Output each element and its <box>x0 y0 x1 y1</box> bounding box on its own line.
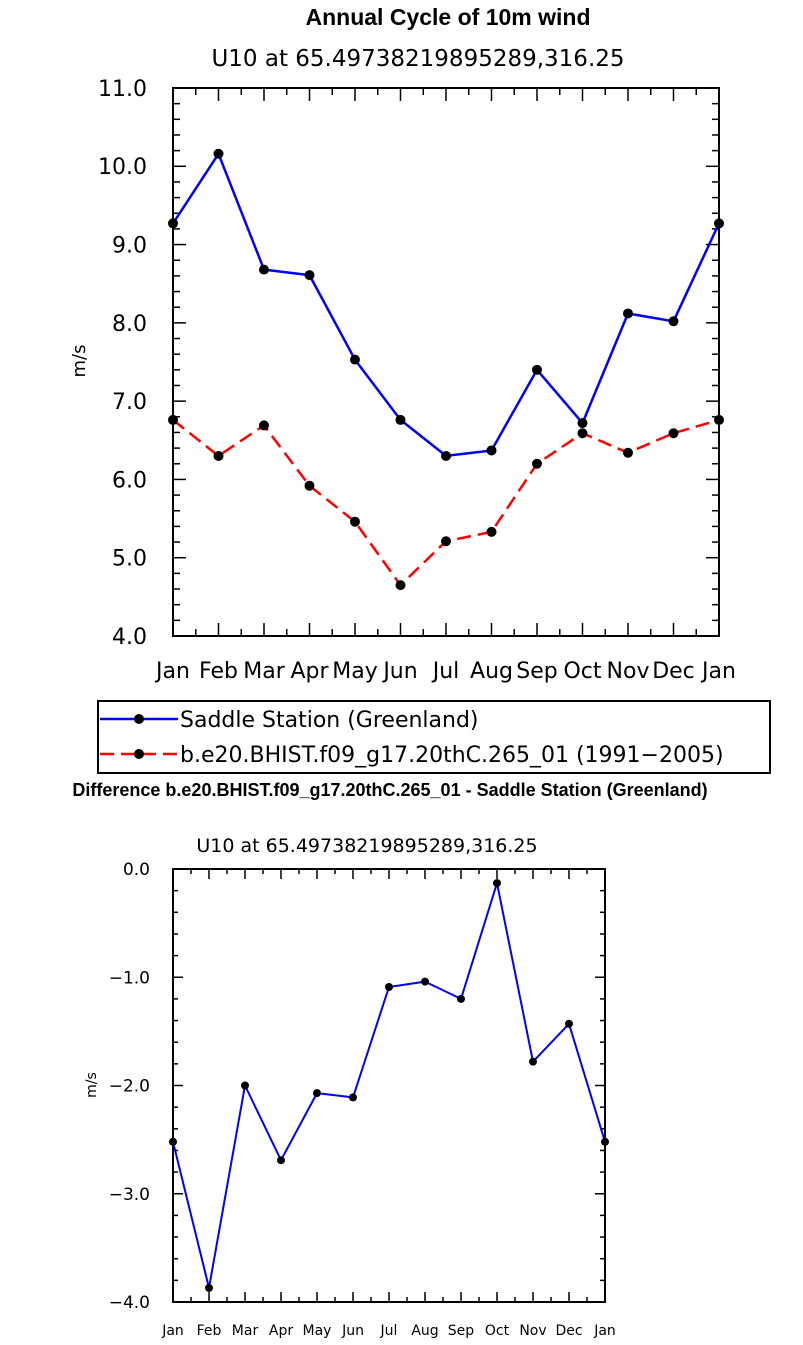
series-0-point <box>441 450 451 461</box>
legend-label-model: b.e20.BHIST.f09_g17.20thC.265_01 (1991−2… <box>180 743 724 768</box>
series-0-point <box>532 364 542 375</box>
x-tick-label: Jun <box>381 659 417 684</box>
y-tick-label: 9.0 <box>112 233 147 258</box>
series-1-point <box>259 420 269 431</box>
series-0-point <box>168 218 178 229</box>
y-tick-label: −2.0 <box>109 1077 150 1097</box>
series-0-point <box>205 1283 213 1292</box>
x-tick-label: Feb <box>199 659 238 684</box>
series-0-point <box>259 264 269 275</box>
series-0-point <box>385 982 393 991</box>
series-0-point <box>304 270 315 281</box>
x-tick-label: Nov <box>607 659 650 684</box>
plot-frame <box>172 87 720 637</box>
series-1-point <box>532 458 542 469</box>
series-1-point <box>168 414 178 425</box>
x-tick-label: Mar <box>243 659 285 684</box>
y-tick-label: 7.0 <box>112 390 147 415</box>
series-0-point <box>313 1089 321 1098</box>
series-0-point <box>577 418 588 429</box>
series-0-point <box>421 977 429 986</box>
series-0-point <box>169 1137 177 1146</box>
x-tick-label: Jan <box>154 659 190 684</box>
y-tick-label: −1.0 <box>109 968 150 988</box>
series-0-point <box>668 316 679 327</box>
x-tick-label: Jun <box>341 1323 364 1339</box>
legend-marker-model <box>134 749 144 759</box>
x-tick-label: Aug <box>411 1323 438 1339</box>
legend-marker-saddle <box>134 714 144 724</box>
x-tick-label: Mar <box>232 1323 259 1339</box>
series-0-point <box>277 1156 285 1165</box>
legend-box <box>97 700 771 774</box>
series-0-point <box>529 1057 537 1066</box>
series-line-0 <box>171 152 721 458</box>
x-tick-label: May <box>303 1323 332 1339</box>
x-tick-label: Oct <box>563 659 601 684</box>
x-tick-label: Jan <box>700 659 736 684</box>
x-tick-label: Oct <box>485 1323 510 1339</box>
y-tick-label: 10.0 <box>98 155 147 180</box>
y-tick-label: 4.0 <box>112 625 147 650</box>
series-0-point <box>565 1019 573 1028</box>
chart2-plot: −4.0 −3.0 −2.0 −1.0 0.0 Jan Feb Mar Apr May Jun Jul… <box>109 860 616 1339</box>
x-tick-label: Dec <box>652 659 695 684</box>
x-tick-label: Sep <box>448 1323 475 1339</box>
series-1-point <box>486 526 497 537</box>
chart1-y-axis-label: m/s <box>69 345 90 378</box>
series-0-point <box>213 148 224 159</box>
series-0-point <box>241 1081 249 1090</box>
y-tick-label: −4.0 <box>109 1293 150 1313</box>
series-line-1 <box>172 418 720 587</box>
x-tick-label: May <box>332 659 377 684</box>
series-1-point <box>714 414 724 425</box>
series-0-point <box>486 445 497 456</box>
x-tick-label: Aug <box>470 659 513 684</box>
series-1-point <box>441 536 451 547</box>
chart1-subtitle: U10 at 65.49738219895289,316.25 <box>211 46 624 72</box>
series-0-point <box>457 994 465 1003</box>
chart2-subtitle: U10 at 65.49738219895289,316.25 <box>196 835 537 857</box>
series-0-point <box>395 414 406 425</box>
series-1-point <box>350 516 360 527</box>
chart1-title: Annual Cycle of 10m wind <box>306 4 591 30</box>
x-tick-label: Nov <box>519 1323 546 1339</box>
y-tick-label: 8.0 <box>112 312 147 337</box>
chart2-title: Difference b.e20.BHIST.f09_g17.20thC.265… <box>72 780 707 800</box>
x-tick-label: Feb <box>197 1323 222 1339</box>
x-tick-label: Jul <box>380 1323 398 1339</box>
series-line-0 <box>172 882 606 1289</box>
x-tick-label: Sep <box>516 659 557 684</box>
legend-label-saddle: Saddle Station (Greenland) <box>180 708 479 733</box>
x-tick-label: Apr <box>269 1323 293 1339</box>
x-tick-label: Jan <box>161 1323 184 1339</box>
series-0-point <box>714 218 724 229</box>
chart2-y-axis-label: m/s <box>84 1072 100 1098</box>
series-0-point <box>623 308 633 319</box>
plot-frame <box>172 868 606 1303</box>
series-0-point <box>349 1093 357 1102</box>
y-tick-label: 11.0 <box>98 77 147 102</box>
series-1-point <box>668 428 679 439</box>
series-1-point <box>395 580 406 591</box>
x-tick-label: Jul <box>431 659 460 684</box>
y-tick-label: −3.0 <box>109 1185 150 1205</box>
y-tick-label: 6.0 <box>112 468 147 493</box>
x-tick-label: Jan <box>593 1323 616 1339</box>
x-tick-label: Apr <box>290 659 329 684</box>
series-0-point <box>493 879 501 888</box>
legend: Saddle Station (Greenland) b.e20.BHIST.f… <box>97 700 771 774</box>
x-tick-label: Dec <box>555 1323 582 1339</box>
series-1-point <box>577 428 588 439</box>
series-1-point <box>304 480 315 491</box>
series-1-point <box>213 450 224 461</box>
chart1-plot: 4.0 5.0 6.0 7.0 8.0 9.0 10.0 11.0 Jan Feb Mar Apr Ma… <box>98 77 736 684</box>
series-0-point <box>601 1137 609 1146</box>
y-tick-label: 5.0 <box>112 547 147 572</box>
series-0-point <box>350 354 360 365</box>
series-1-point <box>623 447 633 458</box>
y-tick-label: 0.0 <box>123 860 150 880</box>
